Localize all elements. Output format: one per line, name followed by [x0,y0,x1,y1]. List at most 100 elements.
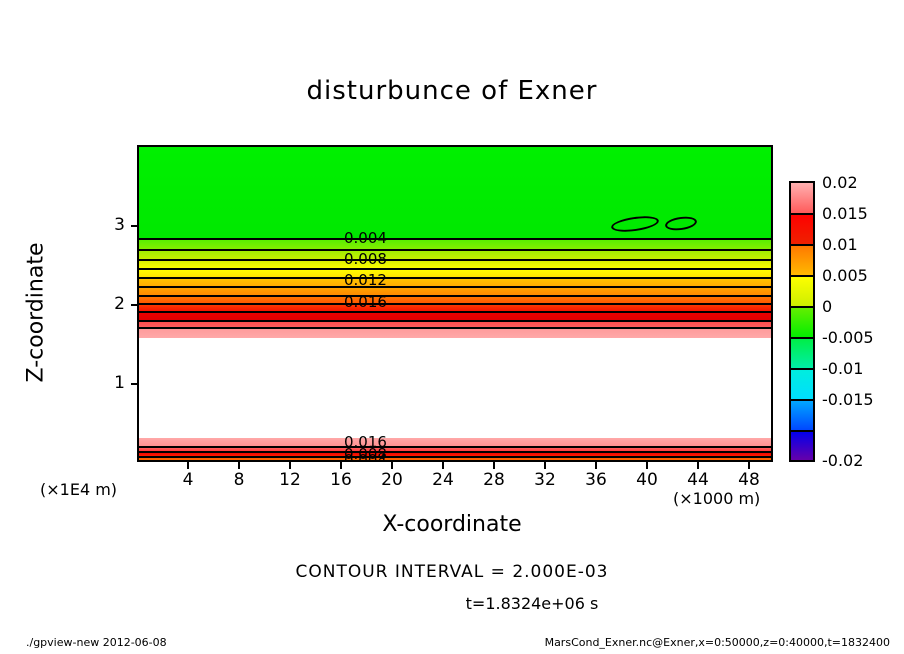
x-axis-title: X-coordinate [382,512,522,537]
colorbar-segment [791,245,813,276]
contour-line [139,303,771,305]
band-red-2 [139,312,771,321]
colorbar-tick-label: 0 [822,297,833,316]
x-tick [544,462,546,469]
y-tick [131,304,138,306]
contour-interval-text: CONTOUR INTERVAL = 2.000E-03 [295,562,609,582]
contour-label: 0.004 [344,229,387,247]
colorbar-divider [791,244,813,246]
colorbar-tick-label: 0.02 [822,173,858,192]
x-tick-label: 16 [330,470,352,490]
band-green-top [139,147,771,239]
contour-line [139,286,771,288]
x-tick [238,462,240,469]
colorbar-divider [791,337,813,339]
footer-source-text: MarsCond_Exner.nc@Exner,x=0:50000,z=0:40… [544,636,890,649]
x-axis-unit-label: (×1000 m) [673,489,761,508]
colorbar-divider [791,306,813,308]
x-axis-ticks: 4 8 12 16 20 24 28 32 36 40 44 48 [137,462,773,492]
contour-line [139,327,771,329]
y-axis-ticks: 1 2 3 [114,145,140,462]
x-tick [391,462,393,469]
band-red-bottom-2 [139,452,771,457]
x-tick-label: 12 [279,470,301,490]
contour-line [139,451,771,453]
contour-line [139,268,771,270]
x-tick [493,462,495,469]
colorbar-tick-label: -0.01 [822,359,864,378]
band-pink-1 [139,328,771,338]
page-title: disturbunce of Exner [306,76,598,106]
x-tick [697,462,699,469]
x-tick-label: 36 [585,470,607,490]
contour-line [139,259,771,261]
band-yellowgreen-1 [139,239,771,250]
contour-label: 0.004 [344,451,387,462]
band-pink-bottom [139,438,771,447]
contour-label: 0.016 [344,433,387,451]
contour-label: 0.016 [344,293,387,311]
colorbar-segment [791,183,813,214]
colorbar-segment [791,431,813,460]
x-tick-label: 44 [687,470,709,490]
contour-label: 0.008 [344,250,387,268]
y-tick-label: 1 [114,373,125,393]
band-orange-3 [139,296,771,304]
colorbar-tick-label: -0.005 [822,328,874,347]
x-tick-label: 40 [636,470,658,490]
y-tick-label: 2 [114,294,125,314]
x-tick [646,462,648,469]
contour-line [139,446,771,448]
x-tick [289,462,291,469]
band-red-3 [139,321,771,328]
y-axis-unit-label: (×1E4 m) [40,480,118,499]
contour-label: 0.008 [344,445,387,462]
colorbar-tick-label: 0.005 [822,266,868,285]
x-tick-label: 32 [534,470,556,490]
colorbar-divider [791,430,813,432]
x-tick-label: 8 [233,470,245,490]
contour-line [139,456,771,458]
filled-contour-bands [139,147,771,460]
colorbar-divider [791,275,813,277]
band-yellow-2 [139,269,771,278]
x-tick [442,462,444,469]
x-tick [340,462,342,469]
contour-plot-area: 0.004 0.008 0.012 0.016 0.016 0.008 0.00… [137,145,773,462]
contour-line [139,320,771,322]
contour-line [139,238,771,240]
colorbar-tick-label: 0.015 [822,204,868,223]
band-red-1 [139,304,771,312]
x-tick [595,462,597,469]
colorbar-divider [791,213,813,215]
colorbar-divider [791,368,813,370]
colorbar-divider [791,399,813,401]
contour-line [139,277,771,279]
band-yellow-1 [139,260,771,269]
time-stamp-text: t=1.8324e+06 s [465,594,599,613]
y-axis-title: Z-coordinate [23,242,49,383]
x-tick [187,462,189,469]
colorbar-segment [791,276,813,307]
band-orange-2 [139,287,771,296]
x-tick-label: 28 [483,470,505,490]
colorbar [789,181,815,462]
contour-line [139,311,771,313]
colorbar-tick-label: -0.015 [822,390,874,409]
colorbar-segment [791,400,813,431]
y-tick [131,383,138,385]
colorbar-segment [791,338,813,369]
contour-line [139,295,771,297]
band-yellowgreen-2 [139,250,771,260]
y-tick [131,225,138,227]
band-orange-1 [139,278,771,287]
colorbar-segment [791,369,813,400]
colorbar-segment [791,307,813,338]
x-tick-label: 24 [432,470,454,490]
x-tick-label: 4 [182,470,194,490]
band-orange-bottom-1 [139,457,771,460]
contour-label: 0.012 [344,271,387,289]
colorbar-segment [791,214,813,245]
colorbar-tick-label: 0.01 [822,235,858,254]
x-tick [748,462,750,469]
